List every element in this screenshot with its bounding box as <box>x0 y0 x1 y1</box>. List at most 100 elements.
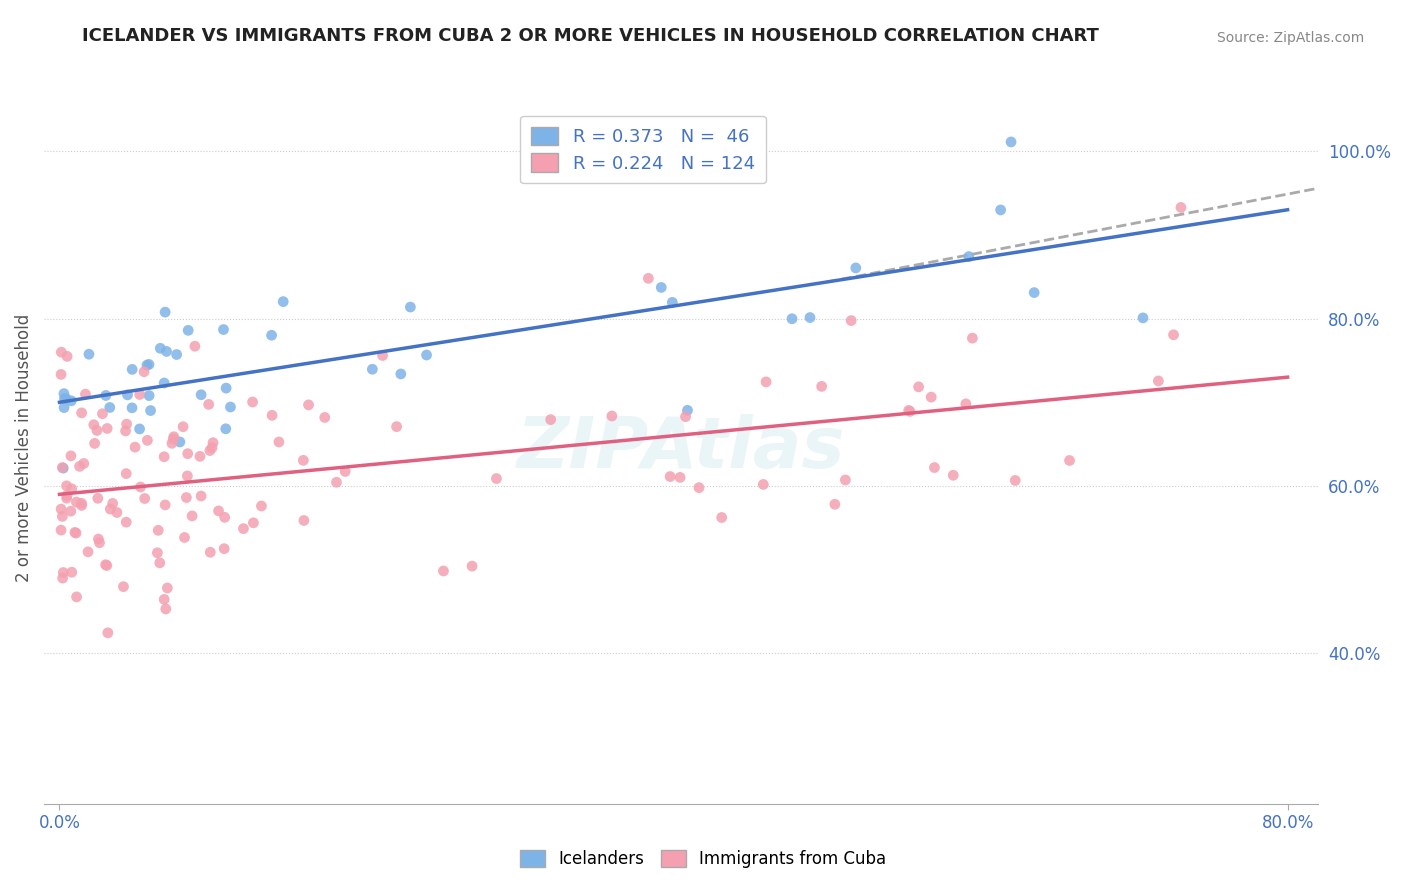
Point <box>60 565 83 579</box>
Point <box>1004 474 1026 488</box>
Point <box>156 581 179 595</box>
Point <box>70 496 93 510</box>
Point <box>146 546 169 560</box>
Point <box>202 435 225 450</box>
Point <box>201 441 224 455</box>
Point <box>162 432 184 446</box>
Point <box>70 406 93 420</box>
Point <box>60 393 83 408</box>
Point <box>1163 327 1185 342</box>
Point <box>91 407 114 421</box>
Point <box>415 348 437 362</box>
Point <box>990 202 1012 217</box>
Point <box>188 450 211 464</box>
Point <box>267 434 290 449</box>
Point <box>153 498 176 512</box>
Point <box>710 510 733 524</box>
Point <box>335 465 357 479</box>
Point <box>260 409 283 423</box>
Point <box>153 592 176 607</box>
Point <box>115 467 138 481</box>
Point <box>112 580 135 594</box>
Point <box>839 313 862 327</box>
Point <box>214 510 236 524</box>
Point <box>361 362 384 376</box>
Point <box>271 294 294 309</box>
Point <box>65 495 87 509</box>
Text: Source: ZipAtlas.com: Source: ZipAtlas.com <box>1216 31 1364 45</box>
Point <box>942 468 965 483</box>
Point <box>69 459 91 474</box>
Point <box>215 422 238 436</box>
Point <box>59 449 82 463</box>
Point <box>163 430 186 444</box>
Point <box>1059 453 1081 467</box>
Point <box>52 566 75 580</box>
Point <box>87 532 110 546</box>
Point <box>1132 310 1154 325</box>
Point <box>232 522 254 536</box>
Point <box>824 497 846 511</box>
Point <box>810 379 832 393</box>
Point <box>845 260 868 275</box>
Point <box>59 504 82 518</box>
Point <box>55 479 77 493</box>
Legend: R = 0.373   N =  46, R = 0.224   N = 124: R = 0.373 N = 46, R = 0.224 N = 124 <box>520 116 766 184</box>
Point <box>385 419 408 434</box>
Point <box>181 508 204 523</box>
Point <box>51 345 73 359</box>
Point <box>124 440 146 454</box>
Point <box>70 499 93 513</box>
Point <box>94 558 117 572</box>
Point <box>898 404 921 418</box>
Point <box>957 250 980 264</box>
Point <box>52 571 75 585</box>
Point <box>89 535 111 549</box>
Point <box>56 350 79 364</box>
Point <box>121 401 143 415</box>
Point <box>752 477 775 491</box>
Point <box>432 564 454 578</box>
Point <box>132 365 155 379</box>
Point <box>153 305 176 319</box>
Point <box>661 295 683 310</box>
Point <box>139 403 162 417</box>
Point <box>97 625 120 640</box>
Point <box>49 523 72 537</box>
Point <box>56 488 79 502</box>
Point <box>166 347 188 361</box>
Point <box>134 491 156 506</box>
Point <box>65 526 87 541</box>
Point <box>105 506 128 520</box>
Point <box>920 390 942 404</box>
Point <box>121 362 143 376</box>
Point <box>52 386 75 401</box>
Point <box>136 434 159 448</box>
Point <box>907 380 929 394</box>
Point <box>172 419 194 434</box>
Point <box>1000 135 1022 149</box>
Point <box>1170 201 1192 215</box>
Point <box>688 481 710 495</box>
Point <box>173 531 195 545</box>
Point <box>55 491 77 506</box>
Point <box>314 410 336 425</box>
Point <box>799 310 821 325</box>
Point <box>176 491 198 505</box>
Point <box>117 388 139 402</box>
Point <box>86 424 108 438</box>
Point <box>98 502 121 516</box>
Point <box>177 323 200 337</box>
Point <box>155 344 177 359</box>
Point <box>153 450 176 464</box>
Point <box>190 388 212 402</box>
Point <box>292 514 315 528</box>
Point <box>138 388 160 402</box>
Point <box>676 403 699 417</box>
Point <box>212 322 235 336</box>
Point <box>219 400 242 414</box>
Point <box>75 387 97 401</box>
Point <box>83 436 105 450</box>
Point <box>65 590 87 604</box>
Point <box>669 470 692 484</box>
